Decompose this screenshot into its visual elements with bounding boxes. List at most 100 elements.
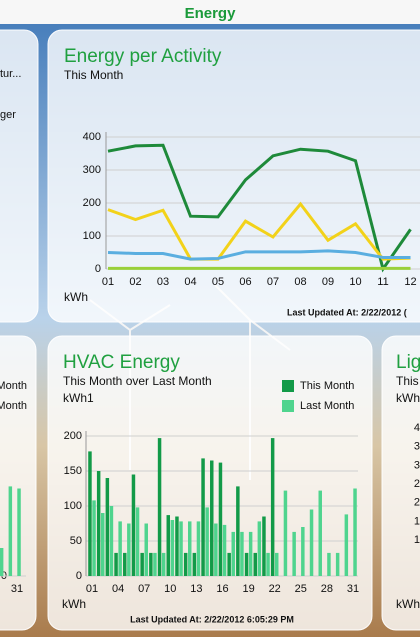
y-tick-label: 2	[414, 478, 420, 490]
card-text: ger	[0, 109, 16, 121]
bar	[135, 507, 140, 576]
x-tick-label: 10	[164, 583, 176, 595]
bar	[144, 523, 148, 576]
x-tick-label: 12	[404, 276, 416, 288]
x-tick-label: 16	[216, 583, 228, 595]
bar	[140, 552, 144, 576]
bar	[92, 500, 96, 576]
bar	[149, 552, 153, 576]
x-tick-label: 08	[294, 276, 306, 288]
bar	[253, 552, 257, 576]
bar	[88, 451, 92, 576]
chart-subtitle: This Month over Last Month	[63, 374, 212, 388]
y-tick-label: 200	[83, 197, 101, 209]
bar	[175, 516, 179, 576]
y-tick-label: 3	[414, 459, 420, 471]
legend-label: Last Month	[300, 400, 354, 412]
bar	[8, 486, 13, 576]
bar	[131, 474, 136, 576]
x-tick-label: 04	[112, 583, 124, 595]
x-tick-label: 19	[242, 583, 254, 595]
bar	[210, 460, 214, 576]
chart-title: Lig	[396, 352, 420, 373]
x-tick-label: 13	[190, 583, 202, 595]
bar	[266, 552, 270, 576]
bar	[170, 520, 175, 576]
bar	[183, 552, 188, 576]
line	[107, 201, 411, 261]
x-tick-label: 07	[267, 276, 279, 288]
bar	[283, 490, 288, 576]
legend-swatch	[282, 400, 294, 412]
y-tick-label: 0	[95, 263, 101, 275]
bar	[166, 515, 170, 576]
y-tick-label: 300	[83, 164, 101, 176]
bar	[192, 552, 197, 576]
y-tick-label: 2	[414, 497, 420, 509]
bar	[227, 552, 231, 576]
y-tick-label: 150	[64, 465, 82, 477]
y-tick-label: 3	[414, 441, 420, 453]
bar	[236, 486, 240, 576]
bar	[222, 524, 227, 576]
header-bar	[0, 0, 420, 24]
bar	[353, 488, 357, 576]
bar	[257, 521, 262, 576]
bar	[153, 552, 157, 576]
cards	[0, 29, 420, 631]
bar	[275, 552, 279, 576]
bar	[188, 521, 192, 576]
x-tick-label: 02	[129, 276, 141, 288]
bar	[327, 552, 331, 576]
x-tick-label: 09	[322, 276, 334, 288]
y-label: kWh	[64, 290, 88, 304]
bar	[201, 458, 205, 576]
bar	[309, 509, 314, 576]
y-tick-label: 100	[83, 230, 101, 242]
x-tick-label: 31	[347, 583, 359, 595]
chart-subtitle: This	[396, 374, 419, 388]
x-tick-label: 10	[349, 276, 361, 288]
x-tick-label: 22	[269, 583, 281, 595]
bar	[109, 506, 114, 576]
x-tick-label: 05	[212, 276, 224, 288]
bar	[161, 552, 166, 576]
x-tick-label: 01	[102, 276, 114, 288]
bar	[292, 531, 296, 576]
bar	[96, 471, 101, 576]
bar	[101, 513, 105, 576]
line	[107, 249, 411, 261]
footer: Last Updated At: 2/22/2012 (	[287, 307, 407, 317]
y-label: kWh	[396, 597, 420, 611]
bar	[231, 531, 235, 576]
bar	[123, 552, 127, 576]
legend-label: Month	[0, 380, 27, 392]
x-tick-label: 07	[138, 583, 150, 595]
unit: kWh1	[63, 391, 94, 405]
x-tick-label: 03	[157, 276, 169, 288]
bar	[262, 516, 266, 576]
bar	[344, 514, 349, 576]
legend-label: This Month	[300, 380, 354, 392]
x-tick-label: 06	[239, 276, 251, 288]
chart-subtitle: This Month	[64, 68, 123, 82]
y-tick-label: 50	[70, 535, 82, 547]
bar	[240, 531, 244, 576]
bar	[0, 548, 4, 576]
y-tick-label: 1	[414, 515, 420, 527]
y-tick-label: 100	[64, 500, 82, 512]
y-tick-label: 1	[414, 534, 420, 546]
x-tick-label: 31	[11, 583, 23, 595]
bar	[179, 521, 183, 576]
footer: Last Updated At: 2/22/2012 6:05:29 PM	[130, 614, 294, 624]
bar	[205, 507, 209, 576]
chart-title: Energy per Activity	[64, 46, 222, 67]
bar	[248, 531, 253, 576]
bar	[214, 523, 218, 576]
y-tick-label: 4	[414, 422, 420, 434]
bar	[114, 552, 118, 576]
x-tick-label: 04	[184, 276, 196, 288]
card-text: tur...	[0, 68, 21, 80]
legend-swatch	[282, 380, 294, 392]
